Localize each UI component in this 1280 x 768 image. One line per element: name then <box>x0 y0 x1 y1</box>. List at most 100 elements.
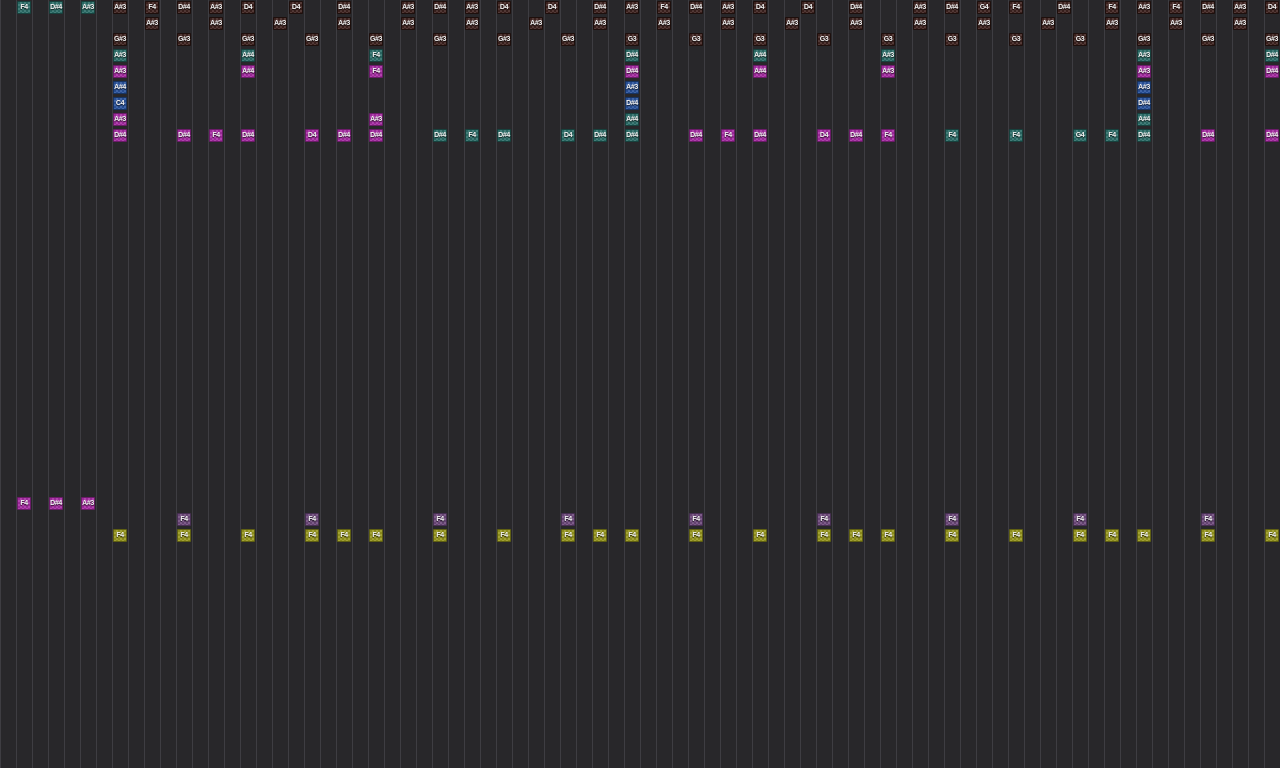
note-block[interactable]: F4 <box>561 529 575 542</box>
note-block[interactable]: D#4 <box>49 1 63 14</box>
note-block[interactable]: F4 <box>369 65 383 78</box>
note-block[interactable]: A#3 <box>1137 81 1151 94</box>
note-block[interactable]: F4 <box>945 129 959 142</box>
note-block[interactable]: F4 <box>625 529 639 542</box>
note-block[interactable]: F4 <box>337 529 351 542</box>
note-block[interactable]: F4 <box>945 529 959 542</box>
note-block[interactable]: A#3 <box>113 113 127 126</box>
note-block[interactable]: F4 <box>1073 513 1087 526</box>
note-block[interactable]: F4 <box>305 529 319 542</box>
note-block[interactable]: A#3 <box>1137 65 1151 78</box>
note-block[interactable]: D4 <box>753 1 767 14</box>
note-block[interactable]: G#3 <box>369 33 383 46</box>
note-block[interactable]: A#3 <box>369 113 383 126</box>
note-block[interactable]: A#3 <box>209 1 223 14</box>
note-block[interactable]: F4 <box>1009 129 1023 142</box>
note-block[interactable]: F4 <box>849 529 863 542</box>
note-block[interactable]: F4 <box>561 513 575 526</box>
note-block[interactable]: D4 <box>545 1 559 14</box>
note-block[interactable]: F4 <box>1201 513 1215 526</box>
note-block[interactable]: A#3 <box>913 17 927 30</box>
note-block[interactable]: A#3 <box>849 17 863 30</box>
note-block[interactable]: A#3 <box>1137 1 1151 14</box>
note-block[interactable]: F4 <box>113 529 127 542</box>
note-block[interactable]: A#3 <box>657 17 671 30</box>
note-block[interactable]: A#3 <box>113 49 127 62</box>
note-block[interactable]: A#4 <box>753 65 767 78</box>
note-block[interactable]: G#3 <box>561 33 575 46</box>
note-block[interactable]: D#4 <box>625 65 639 78</box>
note-block[interactable]: F4 <box>817 513 831 526</box>
note-block[interactable]: A#4 <box>625 113 639 126</box>
note-block[interactable]: D#4 <box>689 1 703 14</box>
note-block[interactable]: A#3 <box>401 1 415 14</box>
note-block[interactable]: A#3 <box>145 17 159 30</box>
note-block[interactable]: G3 <box>625 33 639 46</box>
note-block[interactable]: F4 <box>1073 529 1087 542</box>
note-block[interactable]: A#3 <box>625 81 639 94</box>
note-block[interactable]: C4 <box>113 97 127 110</box>
note-block[interactable]: D#4 <box>177 1 191 14</box>
note-block[interactable]: G3 <box>689 33 703 46</box>
note-block[interactable]: G#3 <box>113 33 127 46</box>
note-block[interactable]: F4 <box>17 497 31 510</box>
note-block[interactable]: G#3 <box>433 33 447 46</box>
note-block[interactable]: A#3 <box>465 1 479 14</box>
note-block[interactable]: D#4 <box>49 497 63 510</box>
note-block[interactable]: A#4 <box>1137 113 1151 126</box>
note-block[interactable]: A#4 <box>241 65 255 78</box>
note-block[interactable]: F4 <box>1009 1 1023 14</box>
note-block[interactable]: D#4 <box>337 129 351 142</box>
note-block[interactable]: F4 <box>369 529 383 542</box>
note-block[interactable]: D#4 <box>1137 129 1151 142</box>
note-block[interactable]: A#4 <box>113 81 127 94</box>
note-block[interactable]: D#4 <box>337 1 351 14</box>
note-block[interactable]: D4 <box>561 129 575 142</box>
note-block[interactable]: F4 <box>1137 529 1151 542</box>
note-block[interactable]: F4 <box>1009 529 1023 542</box>
note-block[interactable]: F4 <box>433 513 447 526</box>
note-block[interactable]: D#4 <box>1265 129 1279 142</box>
note-block[interactable]: F4 <box>721 129 735 142</box>
note-block[interactable]: D#4 <box>945 1 959 14</box>
note-block[interactable]: A#3 <box>1137 49 1151 62</box>
note-block[interactable]: F4 <box>945 513 959 526</box>
note-block[interactable]: G#3 <box>1201 33 1215 46</box>
note-block[interactable]: G3 <box>881 33 895 46</box>
note-block[interactable]: D4 <box>289 1 303 14</box>
note-block[interactable]: F4 <box>17 1 31 14</box>
note-block[interactable]: A#3 <box>1105 17 1119 30</box>
note-block[interactable]: A#3 <box>593 17 607 30</box>
note-block[interactable]: F4 <box>305 513 319 526</box>
note-block[interactable]: D4 <box>817 129 831 142</box>
note-block[interactable]: A#3 <box>721 17 735 30</box>
note-block[interactable]: D#4 <box>433 1 447 14</box>
note-block[interactable]: F4 <box>145 1 159 14</box>
note-block[interactable]: D4 <box>1265 1 1279 14</box>
note-block[interactable]: D#4 <box>849 129 863 142</box>
note-block[interactable]: G#3 <box>241 33 255 46</box>
note-block[interactable]: A#3 <box>337 17 351 30</box>
note-block[interactable]: D#4 <box>625 97 639 110</box>
note-block[interactable]: D#4 <box>593 129 607 142</box>
note-block[interactable]: F4 <box>497 529 511 542</box>
note-block[interactable]: F4 <box>881 129 895 142</box>
note-block[interactable]: F4 <box>881 529 895 542</box>
note-block[interactable]: G3 <box>753 33 767 46</box>
note-block[interactable]: G4 <box>1073 129 1087 142</box>
note-block[interactable]: A#3 <box>881 49 895 62</box>
note-block[interactable]: D4 <box>305 129 319 142</box>
note-block[interactable]: A#4 <box>241 49 255 62</box>
note-block[interactable]: F4 <box>369 49 383 62</box>
note-block[interactable]: D#4 <box>1265 65 1279 78</box>
note-block[interactable]: A#3 <box>209 17 223 30</box>
note-block[interactable]: A#3 <box>465 17 479 30</box>
note-block[interactable]: A#3 <box>881 65 895 78</box>
note-block[interactable]: D#4 <box>1137 97 1151 110</box>
note-block[interactable]: D#4 <box>497 129 511 142</box>
note-block[interactable]: D#4 <box>369 129 383 142</box>
note-block[interactable]: A#3 <box>401 17 415 30</box>
note-block[interactable]: D#4 <box>177 129 191 142</box>
note-block[interactable]: D#4 <box>849 1 863 14</box>
